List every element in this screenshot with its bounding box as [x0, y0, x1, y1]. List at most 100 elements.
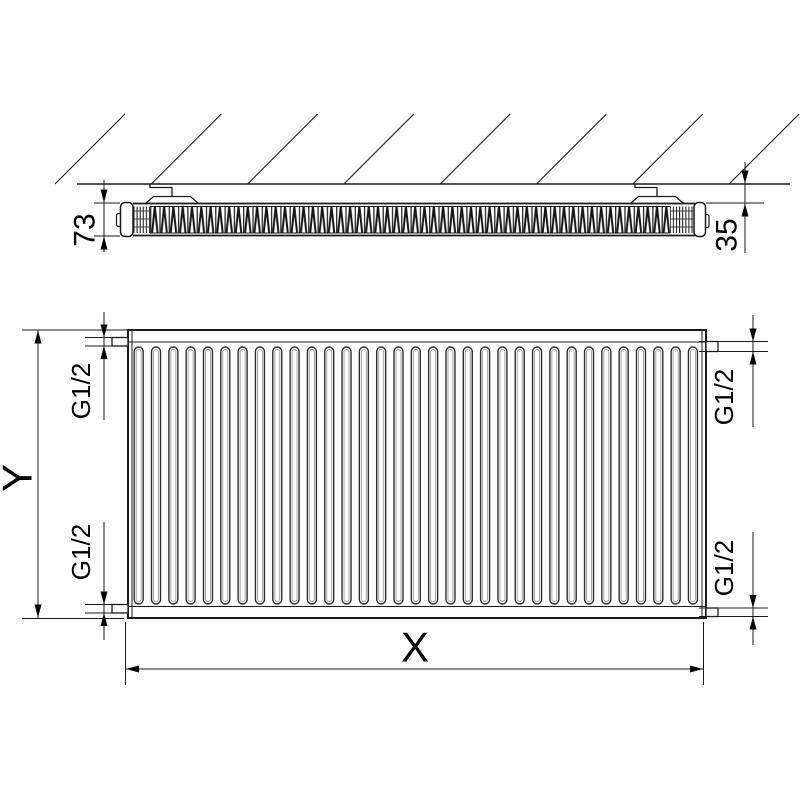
hatch-line — [343, 113, 415, 185]
dim-arrow — [741, 203, 749, 217]
dim-depth-label: 73 — [69, 213, 102, 246]
rib-slot-inner — [326, 349, 333, 602]
dim-arrow — [749, 616, 757, 630]
hatch-line — [247, 113, 318, 185]
rib-slot — [272, 346, 283, 605]
end-grid-right — [670, 206, 695, 233]
rib-slot — [531, 346, 543, 605]
rib-slot-inner — [430, 349, 437, 602]
thread-label-bottom-right: G1/2 — [709, 540, 739, 596]
rib-slot-inner — [343, 349, 350, 602]
rib-slot-inner — [135, 349, 142, 602]
pipe-stub — [111, 603, 129, 614]
rib-slot — [341, 346, 352, 605]
rib-slot — [393, 346, 404, 605]
rib-slot — [185, 346, 196, 605]
dim-arrow — [100, 613, 108, 626]
rib-slot — [445, 346, 456, 605]
wall-hatching — [54, 113, 800, 185]
rib-slot — [324, 346, 335, 605]
dim-arrow — [749, 328, 757, 342]
rib-slot — [133, 346, 144, 605]
rib-slot-inner — [222, 349, 229, 602]
rib-slot-inner — [499, 349, 506, 602]
rib-slot-inner — [153, 349, 159, 602]
wall-brackets — [145, 184, 684, 204]
end-cap-left — [119, 201, 134, 238]
dim-arrow — [34, 604, 42, 618]
thread-label-bottom-left: G1/2 — [66, 524, 96, 580]
rib-slot — [583, 346, 595, 605]
dim-height — [22, 329, 127, 619]
dim-arrow — [100, 236, 108, 250]
rib-slot-inner — [689, 349, 696, 602]
bracket-clip — [630, 195, 684, 204]
rib-slot-inner — [516, 349, 523, 602]
rib-slot — [427, 346, 439, 605]
hatch-line — [536, 113, 607, 185]
convector-fins — [150, 206, 670, 233]
top-view-section: 73 35 — [54, 113, 800, 253]
dim-length-label: X — [401, 624, 429, 671]
hatch-line — [728, 113, 800, 185]
rib-slot-inner — [360, 349, 367, 602]
rib-slot-inner — [655, 349, 662, 602]
end-grid-left — [133, 206, 150, 233]
rib-slot — [601, 346, 612, 605]
dim-arrow — [100, 324, 108, 338]
rib-slot — [289, 346, 300, 605]
rib-slot-inner — [568, 349, 575, 602]
dim-arrow — [100, 591, 108, 605]
rib-slot-inner — [239, 349, 246, 602]
bracket-clip — [145, 195, 199, 204]
rib-slot — [497, 346, 508, 605]
rib-slot — [635, 346, 647, 605]
rib-slot — [462, 346, 473, 605]
rib-slot-inner — [534, 349, 541, 602]
radiator-cross-section — [115, 201, 710, 238]
dim-height-label: Y — [0, 464, 41, 492]
end-cap-right — [693, 201, 707, 238]
rib-slot — [220, 346, 231, 605]
dim-depth — [94, 180, 120, 252]
dim-wall-clearance-label: 35 — [711, 218, 744, 251]
rib-slot-inner — [256, 349, 263, 602]
rib-slot — [549, 346, 560, 605]
thread-label-top-left: G1/2 — [66, 363, 96, 419]
rib-slot-inner — [170, 349, 177, 602]
rib-slot-inner — [672, 349, 679, 602]
dim-arrow — [741, 170, 749, 184]
hatch-line — [632, 113, 704, 185]
dim-thread-bottom-right — [699, 532, 768, 645]
rib-slot-inner — [395, 349, 402, 602]
pipe-stub — [705, 607, 719, 618]
dim-arrow — [34, 330, 42, 344]
hatch-line — [54, 113, 126, 185]
rib-slot — [566, 346, 577, 605]
pipe-stub — [111, 336, 129, 347]
rib-slot — [653, 346, 664, 605]
dim-thread-top-right — [699, 315, 768, 427]
rib-slot — [670, 346, 681, 605]
rib-slot-inner — [291, 349, 298, 602]
dim-arrow — [749, 351, 757, 365]
rib-slot — [514, 346, 525, 605]
dim-thread-bottom-left — [85, 522, 125, 640]
rib-slot — [618, 346, 629, 605]
rib-slot — [410, 346, 422, 605]
rib-slot-inner — [378, 349, 385, 602]
rib-slot-inner — [464, 349, 471, 602]
dim-arrow — [126, 665, 139, 673]
front-view: Y X G1/2 G1/2 G1/2 G1/2 — [0, 312, 768, 685]
rib-slot-inner — [412, 349, 419, 602]
thread-label-top-right: G1/2 — [709, 369, 739, 425]
hatch-line — [439, 113, 511, 185]
rib-slot-inner — [205, 349, 211, 602]
dim-arrow — [100, 189, 108, 203]
dim-length — [125, 622, 704, 685]
dim-wall-clearance — [706, 162, 764, 253]
rib-slot — [150, 346, 162, 605]
rib-slot-inner — [551, 349, 558, 602]
